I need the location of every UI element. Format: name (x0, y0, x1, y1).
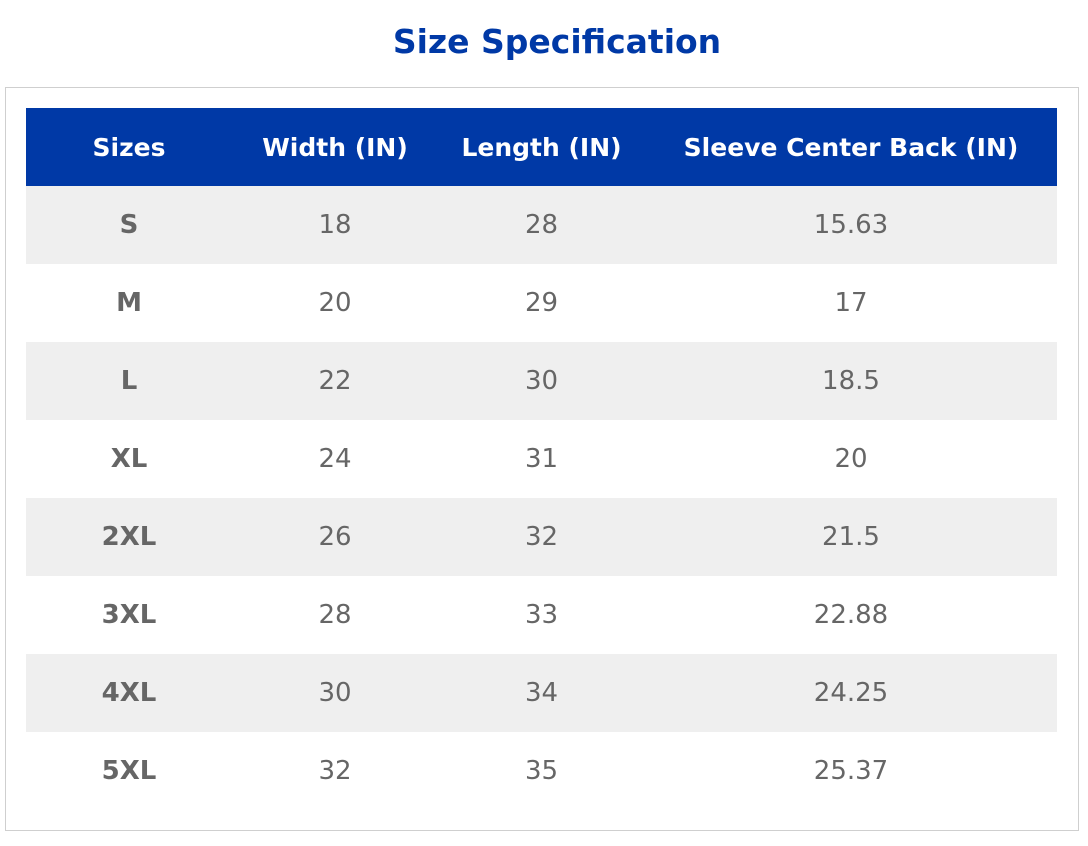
column-header: Sleeve Center Back (IN) (645, 108, 1057, 186)
value-cell: 26 (232, 498, 438, 576)
value-cell: 24 (318, 444, 352, 474)
value-cell: 21.5 (645, 498, 1057, 576)
table-row: L 22 30 18.5 (26, 342, 1057, 420)
value-cell: 17 (834, 288, 868, 318)
table-row: XL 24 31 20 (26, 420, 1057, 498)
value-cell: 28 (438, 186, 645, 264)
column-header: Width (IN) (232, 108, 438, 186)
value-cell: 30 (438, 342, 645, 420)
table-row: 3XL 28 33 22.88 (26, 576, 1057, 654)
value-cell: 31 (524, 444, 559, 474)
size-table: Sizes Width (IN) Length (IN) Sleeve Center … (26, 108, 1057, 810)
table-frame: Sizes Width (IN) Length (IN) Sleeve Center … (5, 87, 1079, 831)
size-cell: 5XL (101, 756, 157, 786)
value-cell: 20 (318, 288, 352, 318)
value-cell: 33 (524, 600, 559, 630)
size-cell: 4XL (26, 654, 232, 732)
value-cell: 32 (318, 756, 352, 786)
column-header: Length (IN) (438, 108, 645, 186)
table-row: M 20 29 17 (26, 264, 1057, 342)
value-cell: 15.63 (645, 186, 1057, 264)
value-cell: 18.5 (645, 342, 1057, 420)
title: Size Specification (392, 22, 722, 61)
header-row: Sizes Width (IN) Length (IN) Sleeve Center … (26, 108, 1057, 186)
table-row: 2XL 26 32 21.5 (26, 498, 1057, 576)
value-cell: 30 (232, 654, 438, 732)
table-row: 4XL 30 34 24.25 (26, 654, 1057, 732)
size-cell: 2XL (26, 498, 232, 576)
size-cell: XL (110, 444, 148, 474)
column-header: Sizes (26, 108, 232, 186)
size-cell: 3XL (101, 600, 157, 630)
value-cell: 32 (438, 498, 645, 576)
value-cell: 22.88 (813, 600, 889, 630)
value-cell: 28 (318, 600, 352, 630)
size-cell: L (26, 342, 232, 420)
value-cell: 34 (438, 654, 645, 732)
table-row: 5XL 32 35 25.37 (26, 732, 1057, 810)
value-cell: 29 (524, 288, 559, 318)
value-cell: 24.25 (645, 654, 1057, 732)
size-cell: M (116, 288, 142, 318)
value-cell: 35 (524, 756, 559, 786)
value-cell: 25.37 (813, 756, 889, 786)
value-cell: 18 (232, 186, 438, 264)
table-row: S 18 28 15.63 (26, 186, 1057, 264)
size-cell: S (26, 186, 232, 264)
value-cell: 20 (834, 444, 868, 474)
value-cell: 22 (232, 342, 438, 420)
